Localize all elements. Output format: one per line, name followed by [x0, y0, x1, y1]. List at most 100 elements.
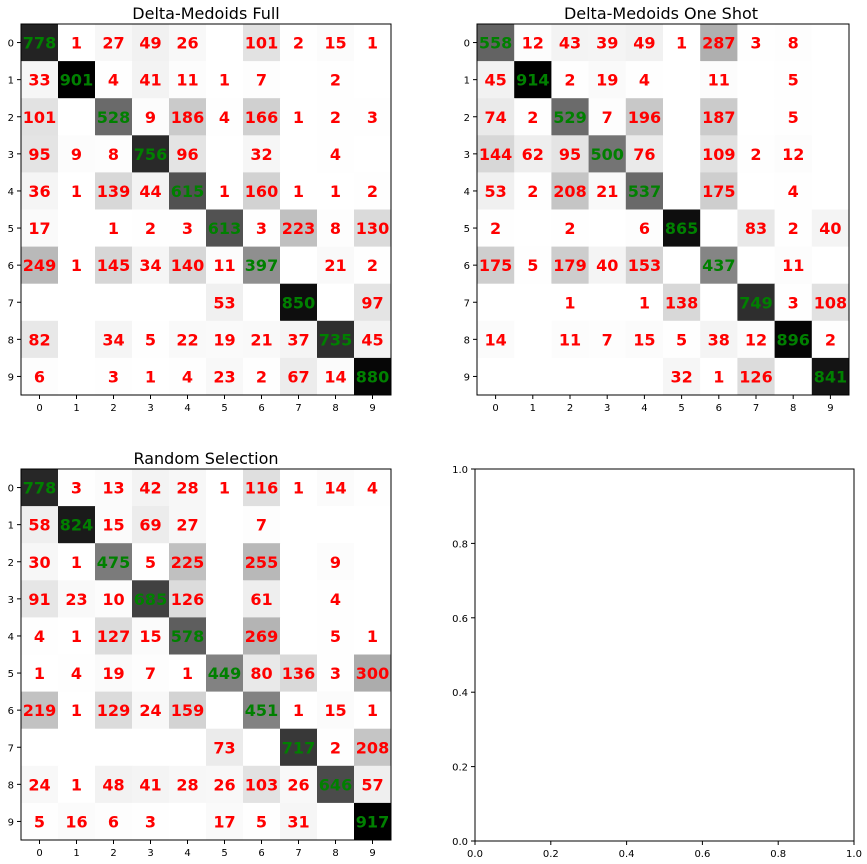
heatmap-cell	[317, 135, 355, 173]
off-diagonal-value-label: 7	[256, 71, 267, 90]
heatmap-cell	[58, 469, 96, 507]
off-diagonal-value-label: 223	[282, 219, 315, 238]
heatmap-cell	[132, 61, 170, 99]
heatmap-cell	[206, 543, 244, 581]
diagonal-value-label: 850	[282, 293, 315, 312]
off-diagonal-value-label: 48	[102, 775, 124, 794]
heatmap-cell	[700, 98, 738, 136]
heatmap-cell	[58, 246, 96, 285]
x-tick-label: 6	[258, 848, 264, 859]
heatmap-cell	[206, 24, 244, 62]
heatmap-cell	[95, 172, 133, 210]
off-diagonal-value-label: 19	[596, 71, 618, 90]
off-diagonal-value-label: 2	[256, 367, 267, 386]
off-diagonal-value-label: 21	[250, 330, 272, 349]
y-tick-label: 7	[464, 298, 470, 309]
heatmap-cell	[280, 61, 318, 99]
x-tick-label: 0	[492, 403, 498, 414]
heatmap-cell	[477, 135, 515, 173]
y-tick-label: 5	[464, 224, 470, 235]
heatmap-cell	[354, 357, 392, 396]
heatmap-cell	[774, 283, 813, 322]
heatmap-cell	[21, 506, 59, 544]
heatmap-cell	[700, 172, 738, 210]
heatmap-cell	[663, 357, 701, 396]
off-diagonal-value-label: 6	[34, 367, 45, 386]
heatmap-cell	[737, 24, 776, 62]
heatmap-cell	[317, 543, 355, 581]
heatmap-cell	[243, 135, 281, 173]
heatmap-cell	[354, 506, 392, 544]
y-axis-ticks: 0 1 2 3 4 5 6 7 8 9	[8, 39, 21, 383]
heatmap-cell	[354, 98, 392, 136]
heatmap-cell	[206, 765, 244, 804]
off-diagonal-value-label: 3	[256, 219, 267, 238]
off-diagonal-value-label: 11	[213, 256, 235, 275]
heatmap-cell	[317, 357, 355, 396]
heatmap-cell	[58, 24, 96, 62]
heatmap-cell	[774, 320, 813, 359]
heatmap-cell	[21, 728, 59, 767]
off-diagonal-value-label: 4	[330, 145, 341, 164]
heatmap-cells	[21, 469, 392, 841]
diagonal-value-label: 756	[134, 145, 167, 164]
heatmap-cell	[280, 580, 318, 618]
off-diagonal-value-label: 19	[213, 330, 235, 349]
off-diagonal-value-label: 12	[782, 145, 804, 164]
off-diagonal-value-label: 126	[739, 367, 772, 386]
heatmap-cell	[95, 506, 133, 544]
off-diagonal-value-label: 43	[559, 34, 581, 53]
heatmap-cell	[206, 172, 244, 210]
off-diagonal-value-label: 13	[102, 479, 124, 498]
off-diagonal-value-label: 21	[324, 256, 346, 275]
heatmap-cell	[514, 283, 552, 322]
x-tick-label: 1	[73, 848, 79, 859]
heatmap-cell	[317, 246, 355, 285]
heatmap-cell	[625, 209, 664, 248]
x-tick-label: 6	[258, 403, 264, 414]
off-diagonal-value-label: 136	[282, 664, 315, 683]
heatmap-cell	[588, 135, 627, 173]
chart-title: Random Selection	[133, 449, 278, 468]
off-diagonal-value-label: 8	[330, 219, 341, 238]
y-tick-label: 5	[8, 224, 14, 235]
heatmap-cell	[243, 580, 281, 618]
heatmap-cell	[206, 61, 244, 99]
y-tick-label: 4	[8, 632, 14, 643]
off-diagonal-value-label: 14	[484, 330, 506, 349]
heatmap-cell	[58, 172, 96, 210]
x-tick-label: 5	[221, 848, 227, 859]
heatmap-cell	[243, 61, 281, 99]
heatmap-cell	[317, 320, 355, 359]
heatmap-cell	[21, 246, 59, 285]
heatmap-cell	[737, 283, 776, 322]
x-tick-label: 5	[678, 403, 684, 414]
diagonal-value-label: 558	[479, 34, 512, 53]
off-diagonal-value-label: 26	[287, 775, 309, 794]
off-diagonal-value-label: 159	[171, 701, 204, 720]
diagonal-value-label: 717	[282, 738, 315, 757]
heatmap-cell	[243, 654, 281, 693]
off-diagonal-value-label: 83	[745, 219, 767, 238]
heatmap-cell	[663, 24, 701, 62]
heatmap-cell	[243, 728, 281, 767]
off-diagonal-value-label: 67	[287, 367, 309, 386]
diagonal-value-label: 578	[171, 627, 204, 646]
off-diagonal-value-label: 175	[479, 256, 512, 275]
off-diagonal-value-label: 1	[367, 701, 378, 720]
off-diagonal-value-label: 8	[108, 145, 119, 164]
off-diagonal-value-label: 1	[639, 293, 650, 312]
heatmap-cell	[243, 246, 281, 285]
heatmap-cell	[132, 543, 170, 581]
off-diagonal-value-label: 28	[176, 479, 198, 498]
off-diagonal-value-label: 15	[102, 516, 124, 535]
off-diagonal-value-label: 1	[219, 479, 230, 498]
diagonal-value-label: 778	[23, 479, 56, 498]
heatmap-cell	[551, 172, 590, 210]
y-tick-label: 8	[8, 335, 14, 346]
off-diagonal-value-label: 1	[293, 479, 304, 498]
heatmap-cell	[477, 172, 515, 210]
heatmap-cells	[477, 24, 850, 396]
heatmap-cell	[354, 543, 392, 581]
x-tick-label: 3	[147, 848, 153, 859]
